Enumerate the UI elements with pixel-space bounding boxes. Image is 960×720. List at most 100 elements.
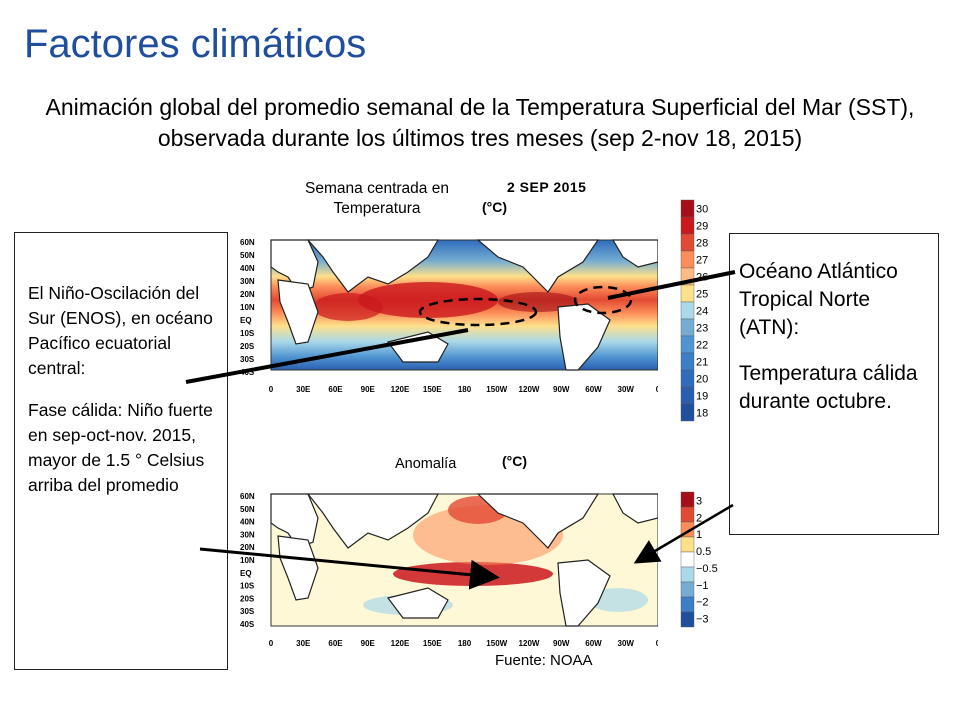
colorbar-swatch	[680, 506, 695, 523]
colorbar-swatch	[680, 284, 695, 303]
colorbar-swatch	[680, 250, 695, 269]
colorbar-tick-label: 22	[696, 340, 708, 352]
anomaly-colorbar: 3 2 1 0.5 −0.5 −1 −2 −3	[680, 491, 718, 628]
colorbar-swatch	[680, 521, 695, 538]
lon-tick-label: 120E	[391, 385, 410, 394]
lat-tick-label: 20N	[240, 290, 255, 299]
lat-tick-label: 60N	[240, 238, 255, 247]
lat-tick-label: 50N	[240, 505, 255, 514]
lat-axis-labels: 60N 50N 40N 30N 20N 10N EQ 10S 20S 30S 40S	[240, 238, 255, 377]
lon-tick-label: 120W	[519, 639, 540, 648]
atn-region-outline	[573, 285, 633, 315]
colorbar-swatch	[680, 267, 695, 286]
lat-tick-label: 40S	[240, 368, 255, 377]
colorbar-swatch	[680, 301, 695, 320]
lat-tick-label: 30N	[240, 530, 255, 539]
lon-tick-label: 150E	[423, 639, 442, 648]
colorbar-tick-label: −2	[696, 597, 709, 609]
lon-tick-label: 150E	[423, 385, 442, 394]
colorbar-swatch	[680, 536, 695, 553]
lon-tick-label: 60E	[328, 639, 343, 648]
lat-tick-label: 20N	[240, 543, 255, 552]
colorbar-swatch	[680, 551, 695, 568]
lon-tick-label: 180	[458, 639, 472, 648]
colorbar-tick-label: −3	[696, 614, 709, 626]
colorbar-swatch	[680, 386, 695, 405]
colorbar-swatch	[680, 199, 695, 218]
colorbar-tick-label: 19	[696, 391, 708, 403]
lat-tick-label: 10S	[240, 329, 255, 338]
bottom-map-label: Anomalía	[395, 456, 457, 472]
colorbar-tick-label: 2	[696, 512, 702, 524]
bottom-map-units: (°C)	[502, 453, 528, 469]
colorbar-swatch	[680, 581, 695, 598]
lon-tick-label: 90W	[553, 385, 570, 394]
colorbar-tick-label: 27	[696, 255, 708, 267]
colorbar-tick-label: 3	[696, 495, 702, 507]
anomaly-pacific-warm	[393, 562, 553, 586]
lon-tick-label: 180	[458, 385, 472, 394]
colorbar-tick-label: 23	[696, 323, 708, 335]
page-subtitle: Animación global del promedio semanal de…	[45, 94, 915, 151]
lat-tick-label: 30N	[240, 277, 255, 286]
enso-region-outline	[418, 297, 538, 327]
enso-note-box: El Niño-Oscilación del Sur (ENOS), en oc…	[14, 232, 228, 670]
anomaly-map: 60N 50N 40N 30N 20N 10N EQ 10S 20S 30S 40S 0 30E 60E…	[240, 492, 658, 648]
lon-tick-label: 120W	[519, 385, 540, 394]
atn-note-box: Océano Atlántico Tropical Norte (ATN): T…	[729, 233, 939, 535]
warm-pool-indian	[313, 293, 383, 321]
lon-tick-label: 90E	[361, 385, 376, 394]
lat-tick-label: 50N	[240, 251, 255, 260]
colorbar-swatch	[680, 403, 695, 422]
lon-tick-label: 150W	[486, 385, 507, 394]
lon-tick-label: 90W	[553, 639, 570, 648]
lon-tick-label: 0	[269, 385, 274, 394]
lat-tick-label: 10N	[240, 556, 255, 565]
lon-tick-label: 60W	[585, 385, 602, 394]
colorbar-swatch	[680, 596, 695, 613]
atn-note-detail: Temperatura cálida durante octubre.	[739, 362, 918, 413]
lon-tick-label: 60W	[585, 639, 602, 648]
colorbar-tick-label: 1	[696, 529, 702, 541]
lon-tick-label: 30W	[618, 385, 635, 394]
lon-tick-label: 150W	[486, 639, 507, 648]
colorbar-tick-label: 25	[696, 289, 708, 301]
lat-tick-label: 10N	[240, 303, 255, 312]
lat-axis-labels: 60N 50N 40N 30N 20N 10N EQ 10S 20S 30S 40S	[240, 492, 255, 629]
colorbar-tick-label: 28	[696, 238, 708, 250]
lat-tick-label: 30S	[240, 355, 255, 364]
sst-colorbar: 30 29 28 27 26 25 24 23 22 21 20 19 18	[680, 199, 708, 422]
lon-axis-labels: 0 30E 60E 90E 120E 150E 180 150W 120W 90W 60W 30W 0	[269, 639, 658, 648]
top-map-units: (°C)	[482, 199, 508, 215]
colorbar-tick-label: 21	[696, 357, 708, 369]
lat-tick-label: 40S	[240, 620, 255, 629]
colorbar-tick-label: 18	[696, 408, 708, 420]
colorbar-swatch	[680, 233, 695, 252]
colorbar-tick-label: −1	[696, 580, 709, 592]
colorbar-swatch	[680, 318, 695, 337]
enso-note-detail: Fase cálida: Niño fuerte en sep-oct-nov.…	[28, 400, 213, 495]
colorbar-swatch	[680, 352, 695, 371]
lat-tick-label: 30S	[240, 607, 255, 616]
lon-tick-label: 0	[656, 639, 658, 648]
source-label: Fuente: NOAA	[495, 652, 593, 669]
colorbar-tick-label: 26	[696, 272, 708, 284]
lat-tick-label: 20S	[240, 342, 255, 351]
lat-tick-label: 10S	[240, 582, 255, 591]
lon-tick-label: 120E	[391, 639, 410, 648]
lon-tick-label: 30E	[296, 385, 311, 394]
colorbar-tick-label: 30	[696, 204, 708, 216]
lat-tick-label: 40N	[240, 518, 255, 527]
lon-tick-label: 0	[656, 385, 658, 394]
lon-tick-label: 0	[269, 639, 274, 648]
continents	[270, 239, 658, 371]
colorbar-swatch	[680, 566, 695, 583]
lat-tick-label: 20S	[240, 594, 255, 603]
colorbar-tick-label: 20	[696, 374, 708, 386]
colorbar-swatch	[680, 611, 695, 628]
colorbar-tick-label: 29	[696, 221, 708, 233]
colorbar-swatch	[680, 335, 695, 354]
lat-tick-label: EQ	[240, 569, 252, 578]
lon-tick-label: 30W	[618, 639, 635, 648]
colorbar-tick-label: −0.5	[696, 563, 718, 575]
